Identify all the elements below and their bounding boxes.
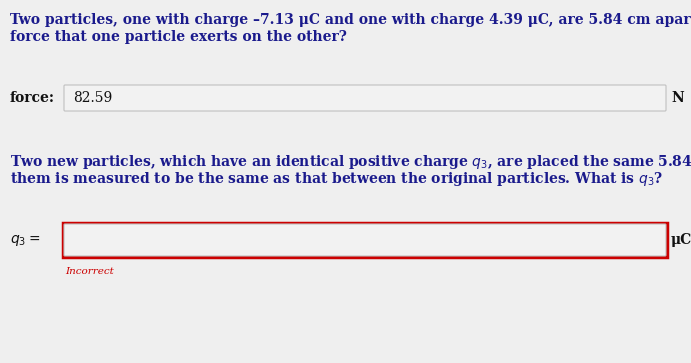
- Text: 82.59: 82.59: [73, 91, 112, 105]
- Text: force:: force:: [10, 91, 55, 105]
- Text: μC: μC: [671, 233, 691, 247]
- Text: Two new particles, which have an identical positive charge $q_3$, are placed the: Two new particles, which have an identic…: [10, 153, 691, 171]
- Text: N: N: [671, 91, 684, 105]
- Text: force that one particle exerts on the other?: force that one particle exerts on the ot…: [10, 30, 347, 44]
- FancyBboxPatch shape: [63, 223, 667, 257]
- FancyBboxPatch shape: [64, 224, 666, 256]
- FancyBboxPatch shape: [64, 85, 666, 111]
- Text: Two particles, one with charge –7.13 μC and one with charge 4.39 μC, are 5.84 cm: Two particles, one with charge –7.13 μC …: [10, 13, 691, 27]
- Text: them is measured to be the same as that between the original particles. What is : them is measured to be the same as that …: [10, 170, 663, 188]
- Text: Incorrect: Incorrect: [65, 267, 114, 276]
- Text: $q_3 =$: $q_3 =$: [10, 232, 40, 248]
